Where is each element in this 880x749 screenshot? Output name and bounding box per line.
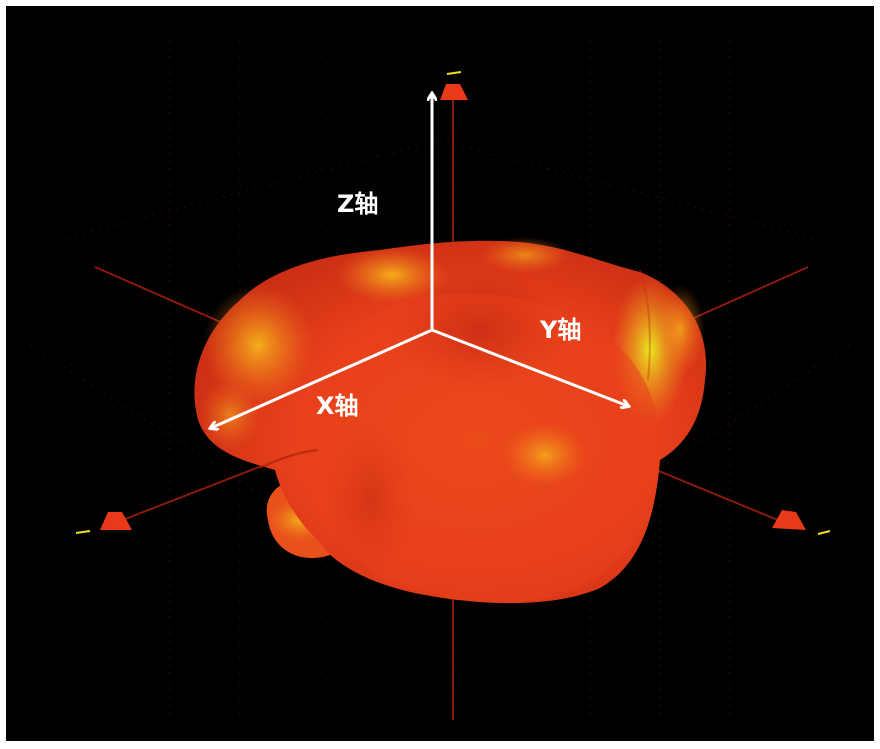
y-axis-label: Y轴	[539, 316, 581, 344]
grid	[29, 30, 851, 720]
y-end-marker-icon	[772, 510, 806, 530]
axis-arrow-icon	[211, 94, 628, 428]
x-end-marker-icon	[100, 512, 132, 530]
y-arrow	[431, 328, 628, 406]
z-axis-label: Z轴	[337, 190, 378, 218]
x-axis-label: X轴	[316, 392, 359, 420]
axis-end-marker-icon	[75, 71, 831, 535]
3d-radiation-pattern	[194, 237, 707, 604]
z-end-marker-icon	[440, 84, 468, 100]
x-arrow	[211, 328, 433, 428]
x-axis-line-front	[114, 454, 291, 524]
